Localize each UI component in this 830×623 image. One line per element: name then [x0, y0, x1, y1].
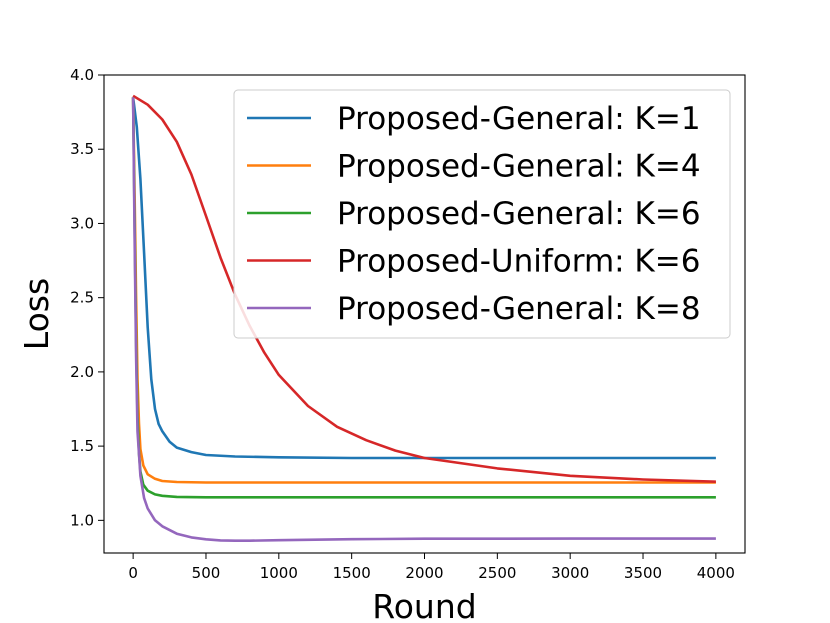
x-tick-label: 3000 [551, 564, 589, 582]
x-axis-ticks: 0 500 1000 1500 2000 2500 3000 3500 4000 [128, 553, 735, 582]
legend-label: Proposed-General: K=8 [337, 291, 701, 327]
x-axis-title: Round [372, 587, 476, 623]
y-tick-label: 2.5 [70, 289, 94, 307]
y-tick-label: 1.0 [70, 511, 94, 529]
x-tick-label: 1000 [260, 564, 298, 582]
x-tick-label: 0 [128, 564, 138, 582]
x-tick-label: 2000 [405, 564, 443, 582]
series-line-1 [131, 97, 716, 460]
x-tick-label: 3500 [624, 564, 662, 582]
legend-label: Proposed-General: K=1 [337, 101, 701, 137]
x-tick-label: 2500 [478, 564, 516, 582]
legend-label: Proposed-General: K=6 [337, 196, 701, 232]
x-tick-label: 500 [192, 564, 221, 582]
legend-label: Proposed-General: K=4 [337, 149, 701, 185]
y-tick-label: 2.0 [70, 363, 94, 381]
y-tick-label: 3.0 [70, 214, 94, 232]
legend-label: Proposed-Uniform: K=6 [337, 244, 700, 280]
y-axis-ticks: 1.0 1.5 2.0 2.5 3.0 3.5 4.0 [70, 66, 104, 529]
y-axis-title: Loss [17, 278, 56, 350]
y-tick-label: 4.0 [70, 66, 94, 84]
legend: Proposed-General: K=1 Proposed-General: K… [233, 89, 731, 339]
x-tick-label: 4000 [697, 564, 735, 582]
legend-box [233, 89, 731, 339]
series-layer [131, 94, 716, 542]
y-tick-label: 3.5 [70, 140, 94, 158]
y-tick-label: 1.5 [70, 437, 94, 455]
x-tick-label: 1500 [333, 564, 371, 582]
series-line-4 [132, 94, 716, 483]
series-line-5 [131, 97, 716, 542]
